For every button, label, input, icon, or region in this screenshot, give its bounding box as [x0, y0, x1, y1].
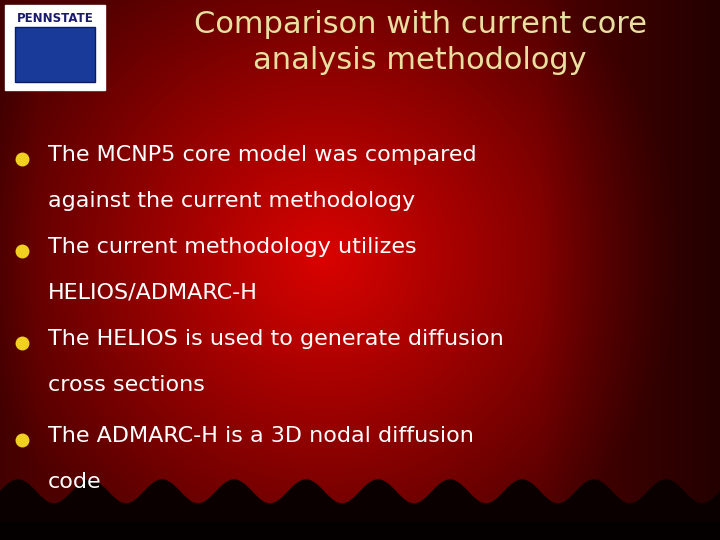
Text: HELIOS/ADMARC-H: HELIOS/ADMARC-H — [48, 283, 258, 303]
Text: cross sections: cross sections — [48, 375, 205, 395]
FancyBboxPatch shape — [15, 27, 95, 82]
Text: The HELIOS is used to generate diffusion: The HELIOS is used to generate diffusion — [48, 329, 504, 349]
Text: code: code — [48, 472, 102, 492]
Text: Comparison with current core
analysis methodology: Comparison with current core analysis me… — [194, 10, 647, 75]
Text: PENNSTATE: PENNSTATE — [17, 12, 94, 25]
Text: The MCNP5 core model was compared: The MCNP5 core model was compared — [48, 145, 477, 165]
Text: The current methodology utilizes: The current methodology utilizes — [48, 237, 417, 257]
Text: against the current methodology: against the current methodology — [48, 191, 415, 211]
FancyBboxPatch shape — [5, 5, 105, 90]
Text: The ADMARC-H is a 3D nodal diffusion: The ADMARC-H is a 3D nodal diffusion — [48, 426, 474, 446]
